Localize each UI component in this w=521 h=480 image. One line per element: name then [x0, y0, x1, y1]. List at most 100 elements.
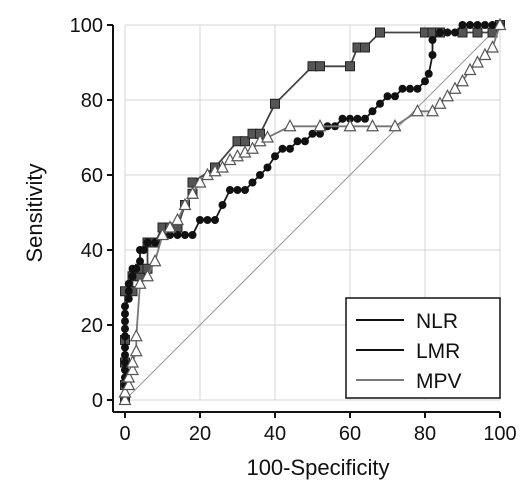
point-circle	[211, 216, 219, 224]
point-circle	[301, 137, 309, 146]
point-triangle	[343, 118, 357, 132]
y-tick-label: 100	[70, 15, 103, 37]
point-triangle	[388, 118, 402, 132]
point-triangle	[426, 103, 439, 117]
point-triangle	[441, 88, 454, 102]
point-triangle	[126, 362, 139, 376]
point-triangle	[129, 343, 143, 357]
point-circle	[278, 144, 287, 153]
y-tick-label: 60	[81, 165, 103, 187]
point-triangle	[313, 118, 327, 132]
point-circle	[353, 114, 362, 123]
point-circle	[241, 186, 249, 194]
point-circle	[121, 343, 129, 352]
point-square	[270, 98, 280, 109]
point-circle	[124, 294, 133, 303]
point-circle	[398, 84, 407, 93]
point-triangle	[456, 73, 469, 87]
point-circle	[218, 201, 227, 209]
reference-diagonal	[124, 24, 501, 401]
point-circle	[481, 21, 489, 29]
x-tick-label: 20	[189, 423, 211, 445]
point-square	[345, 61, 355, 72]
point-circle	[256, 171, 264, 179]
point-circle	[196, 216, 204, 224]
point-triangle	[411, 103, 424, 117]
point-triangle	[118, 392, 132, 406]
y-axis-title: Sensitivity	[22, 163, 47, 262]
point-circle	[248, 178, 257, 187]
point-triangle	[283, 118, 297, 132]
point-triangle	[133, 276, 147, 289]
point-circle	[308, 129, 317, 138]
point-circle	[428, 51, 437, 59]
point-circle	[121, 317, 129, 326]
point-circle	[346, 114, 354, 123]
point-circle	[316, 129, 324, 138]
point-circle	[473, 21, 482, 29]
point-triangle	[261, 130, 274, 143]
point-circle	[143, 238, 152, 247]
x-tick-label: 60	[339, 423, 361, 445]
point-triangle	[478, 47, 492, 61]
point-triangle	[493, 17, 507, 31]
point-circle	[391, 92, 399, 101]
point-triangle	[118, 385, 132, 398]
point-square	[360, 42, 370, 53]
point-circle	[286, 144, 294, 153]
x-tick-label: 80	[414, 423, 436, 445]
point-circle	[421, 77, 429, 86]
point-circle	[368, 107, 377, 116]
point-circle	[263, 163, 272, 172]
y-tick-label: 40	[81, 240, 103, 262]
point-circle	[428, 36, 437, 44]
x-tick-label: 40	[264, 423, 286, 445]
legend-label-nlr: NLR	[416, 310, 458, 333]
point-circle	[124, 287, 133, 296]
point-triangle	[216, 160, 229, 173]
point-circle	[424, 69, 433, 78]
point-circle	[124, 279, 133, 288]
point-circle	[132, 264, 141, 273]
point-circle	[173, 231, 182, 239]
point-triangle	[148, 253, 162, 267]
point-circle	[121, 366, 129, 374]
y-tick-labels: 0 20 40 60 80 100	[70, 15, 103, 412]
point-triangle	[156, 227, 169, 241]
point-circle	[121, 302, 129, 311]
point-triangle	[129, 328, 143, 342]
x-axis-title: 100-Specificity	[246, 455, 389, 480]
point-triangle	[193, 175, 207, 188]
point-triangle	[178, 197, 192, 211]
series-layer	[118, 17, 507, 406]
point-circle	[443, 28, 452, 37]
point-circle	[121, 332, 129, 341]
point-triangle	[366, 118, 379, 132]
point-circle	[376, 99, 384, 108]
x-tick-labels: 0 20 40 60 80 100	[119, 423, 516, 445]
series-mpv	[118, 17, 507, 406]
grid	[124, 24, 501, 401]
point-circle	[436, 28, 444, 37]
point-triangle	[448, 81, 462, 94]
point-square	[472, 27, 483, 38]
point-circle	[361, 114, 369, 123]
y-tick-label: 0	[92, 390, 103, 412]
point-triangle	[433, 96, 447, 109]
point-triangle	[141, 268, 154, 282]
point-triangle	[163, 220, 177, 233]
point-circle	[451, 28, 459, 37]
point-circle	[466, 21, 474, 29]
point-triangle	[186, 186, 199, 199]
point-triangle	[463, 62, 477, 76]
point-circle	[488, 21, 497, 29]
x-tick-label: 0	[119, 423, 130, 445]
point-circle	[406, 84, 414, 93]
legend-box	[345, 297, 501, 399]
point-triangle	[471, 55, 484, 68]
y-tick-label: 20	[81, 315, 103, 337]
point-circle	[166, 231, 174, 239]
point-triangle	[246, 141, 259, 154]
legend-label-mpv: MPV	[416, 370, 462, 393]
